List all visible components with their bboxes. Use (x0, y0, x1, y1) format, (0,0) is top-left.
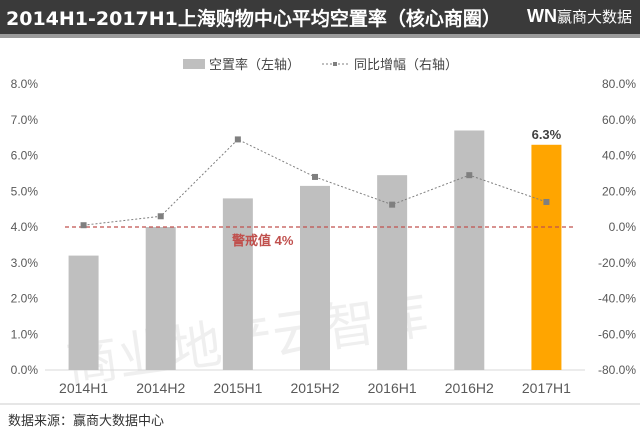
left-tick-label: 3.0% (11, 256, 39, 270)
bar (222, 198, 253, 370)
legend-bar-label: 空置率（左轴） (209, 57, 300, 72)
bar (300, 185, 330, 370)
chart: 商业地产云智库 空置率（左轴） 同比增幅（右轴） 0.0%1.0%2.0%3.0… (11, 57, 637, 396)
x-tick-label: 2014H2 (136, 380, 185, 396)
left-tick-label: 4.0% (11, 220, 39, 234)
legend-line-label: 同比增幅（右轴） (354, 57, 458, 72)
left-tick-label: 1.0% (11, 327, 39, 341)
bar (454, 130, 485, 370)
x-tick-label: 2014H1 (59, 380, 108, 396)
divider (0, 403, 640, 405)
logo-mark: WN (526, 6, 557, 26)
page-title: 2014H1-2017H1上海购物中心平均空置率（核心商圈） (6, 8, 501, 30)
x-tick-label: 2016H1 (368, 380, 417, 396)
bar (531, 144, 562, 370)
right-tick-label: 40.0% (602, 149, 636, 163)
right-tick-label: 0.0% (609, 220, 637, 234)
x-tick-label: 2015H2 (290, 380, 339, 396)
right-tick-label: 20.0% (602, 184, 636, 198)
bar (145, 227, 176, 370)
data-label: 6.3% (532, 127, 562, 142)
left-tick-label: 2.0% (11, 292, 39, 306)
x-tick-label: 2017H1 (522, 380, 571, 396)
right-tick-label: -80.0% (598, 363, 636, 377)
growth-point (80, 222, 87, 229)
left-tick-label: 7.0% (11, 113, 39, 127)
bar (68, 255, 99, 370)
growth-point (234, 136, 241, 143)
x-tick-label: 2016H2 (445, 380, 494, 396)
right-tick-label: -40.0% (598, 292, 636, 306)
legend-line-marker (333, 62, 337, 66)
header: 2014H1-2017H1上海购物中心平均空置率（核心商圈） WN赢商大数据 (0, 0, 640, 38)
growth-point (157, 213, 164, 220)
threshold-label: 警戒值 4% (232, 233, 294, 248)
x-tick-label: 2015H1 (213, 380, 262, 396)
growth-point (543, 198, 550, 205)
right-tick-label: -20.0% (598, 256, 636, 270)
right-tick-label: 60.0% (602, 113, 636, 127)
growth-point (312, 173, 318, 180)
logo: WN赢商大数据 (527, 6, 632, 27)
right-tick-label: 80.0% (602, 77, 636, 91)
right-tick-label: -60.0% (598, 327, 636, 341)
growth-point (389, 201, 396, 208)
legend-bar-swatch (183, 59, 205, 69)
left-tick-label: 0.0% (11, 363, 39, 377)
source-note: 数据来源：赢商大数据中心 (8, 414, 165, 429)
left-tick-label: 6.0% (11, 149, 39, 163)
growth-point (466, 172, 473, 179)
logo-text: 赢商大数据 (556, 8, 632, 26)
left-tick-label: 8.0% (11, 77, 39, 91)
legend: 空置率（左轴） 同比增幅（右轴） (183, 57, 458, 72)
left-tick-label: 5.0% (11, 184, 39, 198)
